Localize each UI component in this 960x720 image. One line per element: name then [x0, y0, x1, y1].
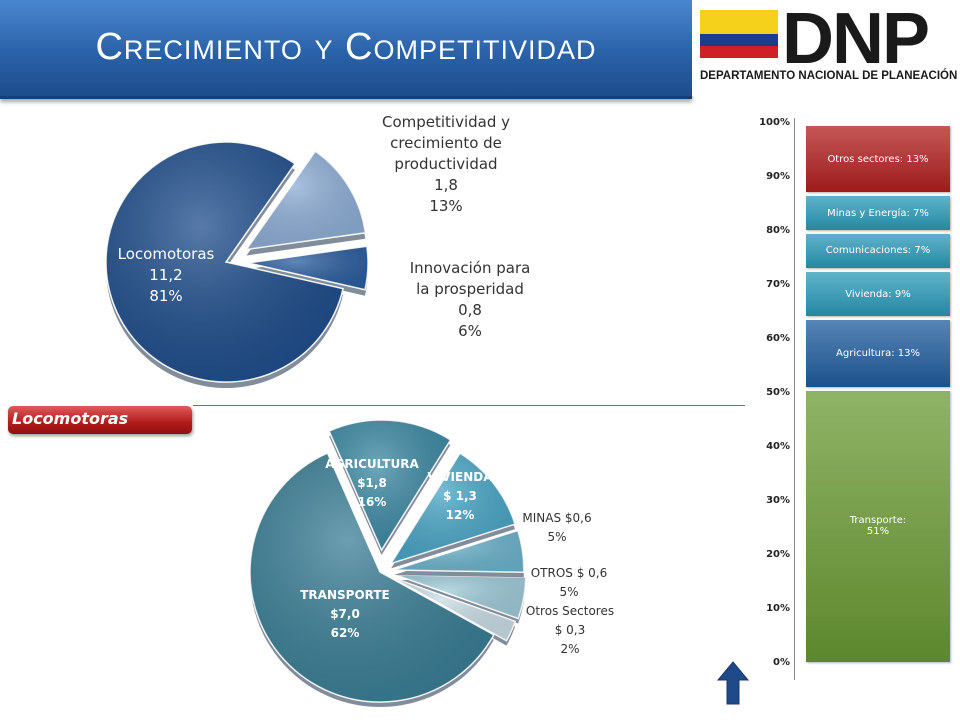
up-arrow-icon[interactable]: [716, 660, 750, 706]
section-divider: [193, 405, 745, 406]
axis-tick-label: 0%: [773, 657, 790, 668]
flag-yellow-stripe: [700, 10, 778, 34]
axis-tick-label: 80%: [766, 225, 790, 236]
axis-tick-label: 40%: [766, 441, 790, 452]
pie-slice-innovacion-highlight: [247, 246, 368, 290]
bottom-pie-label-agricultura: AGRICULTURA $1,8 16%: [325, 457, 419, 509]
pie-slice-locomotoras-highlight: [105, 142, 343, 383]
axis-tick-label: 30%: [766, 495, 790, 506]
axis-tick-label: 20%: [766, 549, 790, 560]
logo-subtitle: DEPARTAMENTO NACIONAL DE PLANEACIÓN: [700, 70, 958, 82]
top-pie-label-competitividad: Competitividad y crecimiento de producti…: [381, 113, 511, 215]
stacked-bar-axis: [794, 118, 795, 680]
axis-tick-label: 60%: [766, 333, 790, 344]
pie-slice-agricultura-highlight: [329, 420, 451, 551]
pie-slice-otros-sectores-highlight: [392, 577, 516, 641]
bottom-pie-label-transporte: TRANSPORTE $7,0 62%: [300, 588, 390, 640]
section-tag-locomotoras: Locomotoras: [8, 406, 192, 434]
flag-blue-stripe: [700, 34, 778, 46]
pie-slice-transporte-highlight: [250, 453, 494, 703]
bar-segment: Comunicaciones: 7%: [806, 234, 950, 268]
title-bar: Crecimiento y Competitividad: [0, 0, 692, 99]
page-title: Crecimiento y Competitividad: [95, 26, 597, 68]
bottom-pie-label-minas: MINAS $0,6 5%: [522, 511, 592, 544]
axis-tick-label: 50%: [766, 387, 790, 398]
axis-tick-label: 100%: [759, 117, 790, 128]
dnp-logo: DNP DEPARTAMENTO NACIONAL DE PLANEACIÓN: [692, 0, 960, 96]
pie-slice-competitividad-highlight: [246, 151, 366, 250]
bar-segment: Otros sectores: 13%: [806, 126, 950, 193]
axis-tick-label: 70%: [766, 279, 790, 290]
bar-segment: Vivienda: 9%: [806, 271, 950, 317]
pie-slice-minas-highlight: [393, 530, 524, 573]
axis-tick-label: 90%: [766, 171, 790, 182]
bottom-pie-label-otros-sectores: Otros Sectores $ 0,3 2%: [525, 604, 615, 656]
top-pie-label-innovacion: Innovación para la prosperidad 0,8 6%: [409, 259, 531, 340]
axis-tick-label: 10%: [766, 603, 790, 614]
bottom-pie-label-otros: OTROS $ 0,6 5%: [530, 566, 608, 599]
top-pie-label-locomotoras: Locomotoras 11,2 81%: [117, 245, 215, 305]
flag-red-stripe: [700, 46, 778, 58]
pie-slice-vivienda-highlight: [391, 453, 515, 564]
pie-slice-otros-highlight: [395, 574, 526, 619]
section-tag-label: Locomotoras: [12, 409, 129, 428]
top-pie-chart: [105, 141, 369, 389]
bottom-pie-label-vivienda: VIVIENDA $ 1,3 12%: [427, 470, 493, 522]
bottom-pie-chart: [249, 419, 527, 708]
bar-segment: Agricultura: 13%: [806, 320, 950, 387]
logo-wordmark: DNP: [782, 0, 930, 79]
bar-segment: Minas y Energía: 7%: [806, 196, 950, 230]
bar-segment: Transporte: 51%: [806, 390, 950, 662]
